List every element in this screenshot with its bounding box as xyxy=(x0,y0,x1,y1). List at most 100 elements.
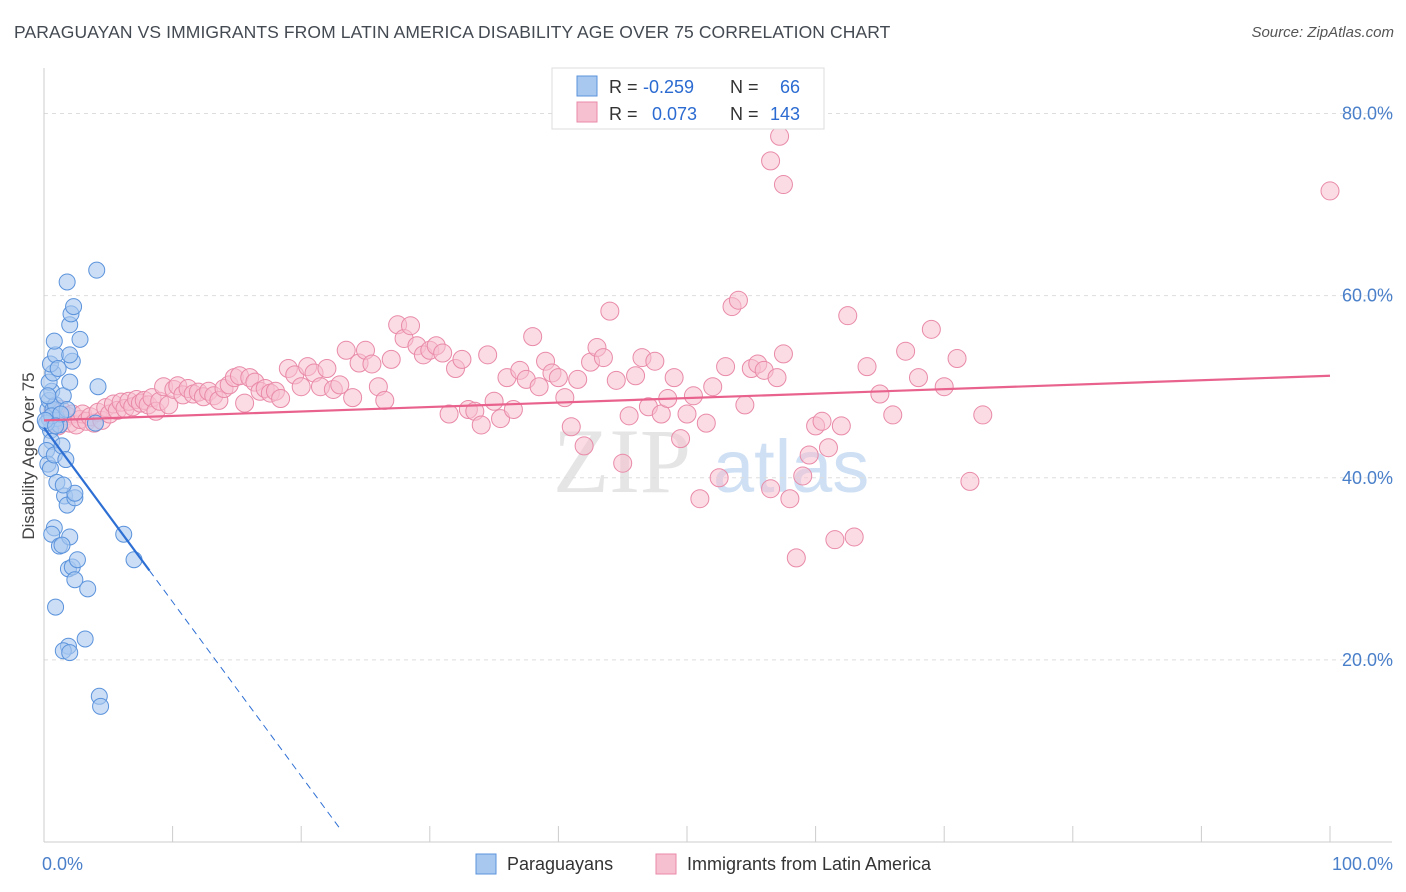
point-immigrants xyxy=(671,429,691,449)
series-legend-swatch-blue xyxy=(475,853,497,875)
point-immigrants xyxy=(947,348,967,368)
trend-lines xyxy=(43,374,1331,829)
point-immigrants xyxy=(973,405,993,425)
point-immigrants xyxy=(825,530,845,550)
trend-line-paraguayans xyxy=(43,427,151,572)
chart-source: Source: ZipAtlas.com xyxy=(1251,24,1394,41)
y-tick-label: 40.0% xyxy=(1342,468,1393,488)
point-immigrants xyxy=(728,290,748,310)
point-immigrants xyxy=(626,366,646,386)
point-immigrants xyxy=(548,368,568,388)
point-immigrants xyxy=(786,548,806,568)
point-paraguayans xyxy=(89,378,107,396)
legend-n-value-2: 143 xyxy=(770,104,800,124)
point-immigrants xyxy=(484,391,504,411)
x-tick-label-max: 100.0% xyxy=(1332,854,1393,874)
point-paraguayans xyxy=(68,551,86,569)
point-immigrants xyxy=(908,368,928,388)
point-paraguayans xyxy=(54,476,72,494)
point-immigrants xyxy=(896,341,916,361)
point-immigrants xyxy=(960,471,980,491)
point-paraguayans xyxy=(47,417,65,435)
point-immigrants xyxy=(343,388,363,408)
legend-swatch-pink xyxy=(576,101,598,123)
y-tick-label: 60.0% xyxy=(1342,286,1393,306)
point-paraguayans xyxy=(71,330,89,348)
point-immigrants xyxy=(696,413,716,433)
point-immigrants xyxy=(831,416,851,436)
legend-n-label-1: N = xyxy=(730,77,759,97)
point-paraguayans xyxy=(49,359,67,377)
point-immigrants xyxy=(452,349,472,369)
point-immigrants xyxy=(600,301,620,321)
point-paraguayans xyxy=(79,580,97,598)
point-immigrants xyxy=(683,386,703,406)
trend-line-paraguayans-extension xyxy=(149,570,341,829)
point-immigrants xyxy=(690,489,710,509)
point-immigrants xyxy=(529,377,549,397)
point-paraguayans xyxy=(53,536,71,554)
trend-line-immigrants xyxy=(43,374,1331,422)
x-tick-label-min: 0.0% xyxy=(42,854,83,874)
point-immigrants xyxy=(401,316,421,336)
point-immigrants xyxy=(478,345,498,365)
legend-n-value-1: 66 xyxy=(780,77,800,97)
point-immigrants xyxy=(664,368,684,388)
series-legend-label-immigrants: Immigrants from Latin America xyxy=(687,854,932,874)
legend-n-label-2: N = xyxy=(730,104,759,124)
point-paraguayans xyxy=(92,697,110,715)
point-immigrants xyxy=(330,375,350,395)
point-immigrants xyxy=(844,527,864,547)
point-immigrants xyxy=(773,175,793,195)
point-immigrants xyxy=(709,468,729,488)
point-immigrants xyxy=(716,357,736,377)
point-immigrants xyxy=(235,393,255,413)
legend-r-value-1: -0.259 xyxy=(643,77,694,97)
point-immigrants xyxy=(336,340,356,360)
point-immigrants xyxy=(735,395,755,415)
point-immigrants xyxy=(677,404,697,424)
point-immigrants xyxy=(799,445,819,465)
point-immigrants xyxy=(793,466,813,486)
legend-r-label-2: R = xyxy=(609,104,638,124)
point-immigrants xyxy=(767,368,787,388)
point-immigrants xyxy=(439,404,459,424)
y-tick-label: 80.0% xyxy=(1342,104,1393,124)
point-immigrants xyxy=(606,370,626,390)
y-tick-labels: 20.0% 40.0% 60.0% 80.0% xyxy=(1342,104,1393,670)
point-immigrants xyxy=(1320,181,1340,201)
point-paraguayans xyxy=(45,332,63,350)
point-immigrants xyxy=(703,377,723,397)
series-immigrants-points xyxy=(40,126,1340,568)
point-immigrants xyxy=(761,151,781,171)
point-paraguayans xyxy=(43,525,61,543)
point-immigrants xyxy=(883,405,903,425)
point-immigrants xyxy=(934,377,954,397)
series-legend-swatch-pink xyxy=(655,853,677,875)
point-paraguayans xyxy=(65,298,83,316)
point-immigrants xyxy=(381,349,401,369)
point-paraguayans xyxy=(58,273,76,291)
point-immigrants xyxy=(471,415,491,435)
point-paraguayans xyxy=(47,598,65,616)
point-paraguayans xyxy=(61,373,79,391)
point-immigrants xyxy=(619,406,639,426)
point-paraguayans xyxy=(66,484,84,502)
point-immigrants xyxy=(555,388,575,408)
y-tick-label: 20.0% xyxy=(1342,650,1393,670)
legend-r-value-2: 0.073 xyxy=(652,104,697,124)
point-immigrants xyxy=(870,384,890,404)
point-immigrants xyxy=(812,411,832,431)
point-paraguayans xyxy=(61,346,79,364)
point-immigrants xyxy=(773,344,793,364)
point-immigrants xyxy=(593,348,613,368)
point-paraguayans xyxy=(125,551,143,569)
point-paraguayans xyxy=(39,387,57,405)
point-immigrants xyxy=(568,369,588,389)
point-immigrants xyxy=(780,489,800,509)
chart-title: PARAGUAYAN VS IMMIGRANTS FROM LATIN AMER… xyxy=(14,22,891,42)
legend-swatch-blue xyxy=(576,75,598,97)
point-paraguayans xyxy=(66,571,84,589)
point-immigrants xyxy=(818,438,838,458)
